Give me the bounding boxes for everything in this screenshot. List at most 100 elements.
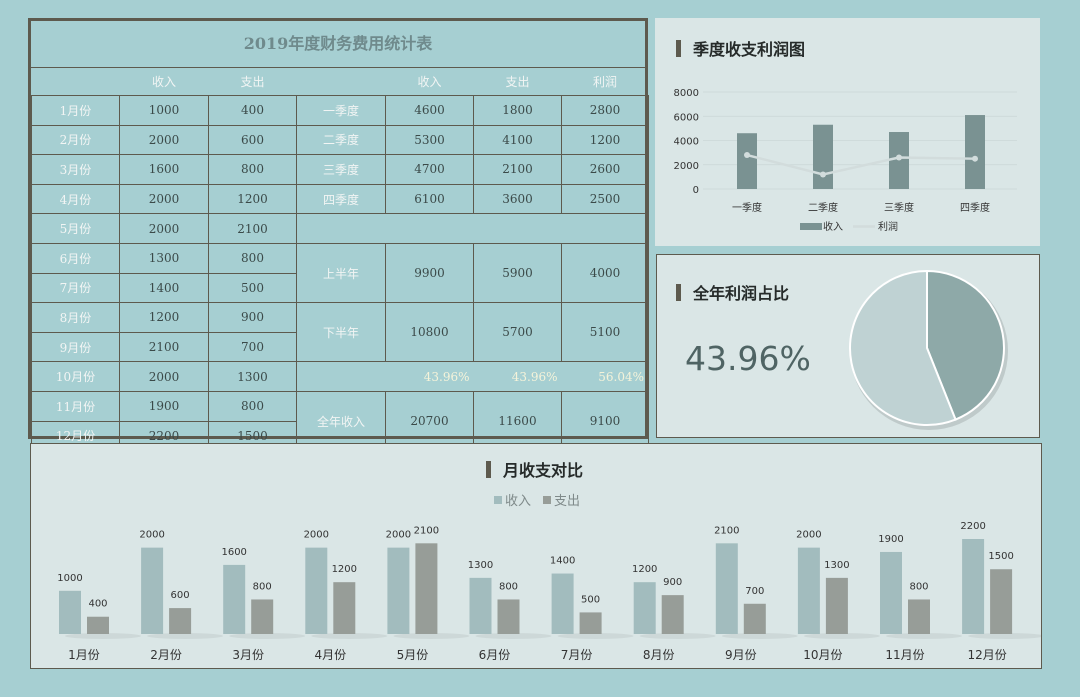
finance-table: 收入 支出 收入 支出 利润 1月份 1000 400 一季度 4600 180… [31,68,649,452]
income-bar [965,115,985,189]
ratio-income: 43.96% [385,361,474,392]
legend-income-label: 收入 [505,494,531,509]
legend-expense-label: 支出 [554,494,580,509]
income-bar [715,543,738,634]
quarter-chart-title-text: 季度收支利润图 [693,40,806,59]
month-label: 1月份 [31,95,120,126]
income-data-label: 2000 [304,530,329,541]
income-data-label: 1000 [57,573,82,584]
month-income: 1900 [119,390,209,422]
bar-shadow [229,633,306,639]
header-cell [296,68,386,96]
quarter-label: 四季度 [296,183,386,215]
bar-shadow [968,633,1041,639]
x-tick-label: 12月份 [967,648,1006,662]
title-accent-bar [676,284,681,301]
x-tick-label: 9月份 [725,648,757,662]
income-data-label: 2000 [386,530,411,541]
expense-data-label: 1200 [332,564,357,575]
x-tick-label: 8月份 [643,648,675,662]
x-tick-label: 二季度 [808,201,838,214]
month-expense: 700 [208,331,297,363]
quarter-profit: 2500 [561,183,649,215]
income-data-label: 1600 [221,547,246,558]
month-income: 2000 [119,213,209,244]
ratio-empty-cell [296,361,386,392]
ratio-profit: 56.04% [561,361,649,392]
table-row: 6月份 1300 800 上半年 9900 5900 4000 [31,242,649,304]
month-label: 3月份 [31,154,120,185]
second-half-expense: 5700 [473,302,562,363]
expense-data-label: 800 [499,581,518,592]
quarter-income: 4600 [385,95,474,126]
y-tick-label: 8000 [674,88,699,99]
month-income: 2000 [119,361,209,392]
income-data-label: 1300 [468,560,493,571]
expense-bar [990,569,1013,634]
table-row: 2月份 2000 600 二季度 5300 4100 1200 [31,124,649,156]
month-label: 4月份 [31,183,120,215]
quarter-profit: 1200 [561,124,649,156]
bar-shadow [803,633,880,639]
expense-bar [251,599,274,634]
x-tick-label: 三季度 [884,201,914,214]
expense-data-label: 800 [253,581,272,592]
pie-percent-label: 43.96% [685,339,811,378]
y-tick-label: 4000 [674,137,699,148]
month-label: 5月份 [31,213,120,244]
month-label: 6月份 [31,242,120,274]
expense-bar [579,612,602,634]
quarter-label: 三季度 [296,154,386,185]
table-row: 9月份 2100 700 [31,331,649,363]
profit-point [744,152,750,159]
income-bar [880,551,902,634]
table-row: 4月份 2000 1200 四季度 6100 3600 2500 [31,183,649,215]
empty-cell [296,213,649,244]
legend-expense-swatch [543,496,551,504]
month-income: 1000 [119,95,209,126]
first-half-expense: 5900 [473,242,562,304]
month-label: 7月份 [31,272,120,304]
bar-shadow [557,633,634,639]
x-tick-label: 7月份 [561,648,593,662]
bar-shadow [475,633,552,639]
header-cell: 支出 [208,68,297,96]
header-cell: 收入 [385,68,474,96]
quarter-expense: 2100 [473,154,562,185]
table-row: 7月份 1400 500 [31,272,649,304]
income-bar [962,539,985,634]
income-bar [305,547,328,634]
income-bar [469,577,492,634]
income-bar [141,547,164,634]
quarter-label: 二季度 [296,124,386,156]
quarter-profit: 2800 [561,95,649,126]
ratio-expense: 43.96% [473,361,562,392]
bar-shadow [65,633,141,639]
month-income: 2100 [119,331,209,363]
y-tick-label: 0 [693,185,699,196]
expense-bar [87,616,109,634]
finance-table-panel: 2019年度财务费用统计表 收入 支出 收入 支出 利润 1月份 1000 40… [28,18,649,452]
x-tick-label: 11月份 [885,648,924,662]
quarter-income: 5300 [385,124,474,156]
income-data-label: 1200 [632,564,657,575]
month-expense: 900 [208,302,297,333]
table-header-row: 收入 支出 收入 支出 利润 [31,68,649,96]
table-row: 11月份 1900 800 全年收入 20700 11600 9100 [31,390,649,452]
income-data-label: 2200 [960,521,985,532]
legend-income-label: 收入 [823,220,843,233]
x-tick-label: 2月份 [150,648,182,662]
expense-bar [825,577,848,634]
income-data-label: 2000 [796,530,821,541]
income-bar [813,124,833,189]
expense-bar [661,595,684,634]
x-tick-label: 1月份 [68,648,100,662]
annual-label: 全年收入 [296,390,386,452]
y-tick-label: 6000 [674,112,699,123]
month-label: 9月份 [31,331,120,363]
month-income: 1300 [119,242,209,274]
x-tick-label: 5月份 [397,648,429,662]
quarter-income: 4700 [385,154,474,185]
bar-shadow [886,633,962,639]
month-expense: 400 [208,95,297,126]
